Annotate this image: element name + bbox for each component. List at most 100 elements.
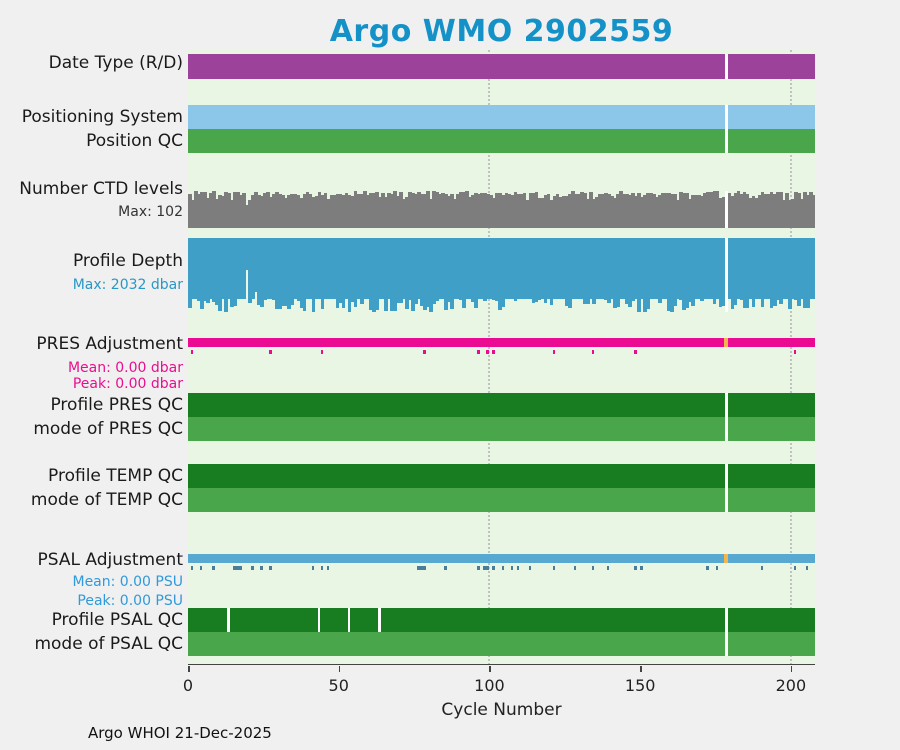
bar-segment (790, 198, 795, 228)
bar-segment (670, 238, 674, 312)
bar-segment (670, 193, 674, 228)
bar-segment (555, 238, 560, 299)
bar-segment (269, 196, 274, 228)
bar-segment (368, 238, 373, 311)
missing-cycle-gap (724, 632, 728, 656)
bar-segment (203, 238, 207, 301)
bar-segment (206, 238, 210, 304)
bar-segment (585, 199, 590, 228)
bar-segment (727, 193, 732, 228)
bar-segment (474, 192, 479, 228)
bar-segment (402, 198, 406, 228)
adjustment-scatter-tick (251, 566, 254, 570)
bar-segment (561, 238, 566, 299)
bar-segment (667, 238, 671, 311)
bar-segment (236, 192, 240, 228)
adjustment-scatter-tick (200, 566, 203, 570)
bar-segment (634, 195, 638, 228)
bar-segment (371, 238, 376, 312)
adjustment-scatter-tick (326, 566, 330, 570)
bar-segment (754, 238, 759, 299)
bar-profile-pres-qc (188, 393, 815, 417)
bar-segment (564, 195, 569, 228)
bar-segment (570, 238, 575, 299)
bar-segment (640, 238, 644, 299)
bar-segment (359, 238, 364, 305)
adjustment-scatter-tick (320, 350, 324, 354)
bar-segment (667, 193, 671, 228)
bar-segment (374, 238, 379, 310)
bar-segment (347, 238, 352, 312)
bar-segment (275, 238, 280, 310)
bar-segment (414, 238, 418, 304)
bar-segment (287, 238, 292, 309)
bar-segment (793, 192, 798, 228)
bar-segment (260, 195, 265, 228)
missing-cycle-gap (724, 238, 728, 312)
bar-segment (389, 238, 394, 311)
bar-segment (486, 238, 491, 299)
bar-segment (402, 238, 406, 299)
bar-segment (802, 191, 807, 228)
bar-segment (793, 238, 798, 301)
bar-segment (757, 194, 762, 228)
bar-segment (739, 194, 744, 228)
adjustment-scatter-tick (311, 566, 314, 570)
bar-segment (622, 238, 626, 299)
bar-segment (230, 238, 234, 308)
bar-segment (447, 196, 451, 228)
bar-segment (715, 238, 720, 299)
bar-segment (429, 238, 433, 312)
bar-segment (709, 191, 714, 228)
adjustment-scatter-tick (573, 566, 577, 570)
bar-segment (239, 238, 243, 299)
bar-segment (269, 238, 274, 299)
missing-cycle-gap (724, 105, 728, 129)
row-label: Peak: 0.00 dbar (72, 376, 183, 392)
bar-segment (664, 238, 668, 299)
bar-segment (212, 191, 216, 228)
row-label: Number CTD levels (19, 179, 183, 199)
adjustment-scatter-tick (417, 566, 420, 570)
bar-segment (377, 238, 382, 299)
bar-segment (498, 238, 503, 310)
bar-segment (802, 238, 807, 308)
bar-segment (564, 238, 569, 306)
bar-segment (299, 238, 304, 308)
bar-segment (284, 238, 289, 306)
bar-segment (471, 238, 476, 302)
bar-mode-pres-qc (188, 417, 815, 441)
bar-segment (365, 194, 370, 228)
bar-segment (745, 193, 750, 228)
bar-segment (613, 238, 617, 309)
bar-segment (549, 238, 554, 306)
row-label: Mean: 0.00 dbar (67, 360, 183, 376)
adjustment-scatter-tick (793, 566, 797, 570)
bar-segment (697, 194, 702, 228)
bar-segment (224, 238, 228, 312)
bar-segment (646, 238, 650, 309)
adjustment-scatter-tick (260, 566, 263, 570)
adjustment-scatter-tick (233, 566, 236, 570)
bar-segment (781, 199, 786, 228)
bar-segment (534, 238, 539, 303)
bar-segment (371, 193, 376, 228)
bar-segment (471, 194, 476, 228)
bar-segment (772, 193, 777, 228)
bar-segment (495, 192, 500, 228)
bar-segment (522, 193, 527, 228)
bar-segment (441, 238, 445, 299)
bar-segment (329, 238, 334, 299)
bar-segment (245, 238, 249, 270)
x-tick-label: 100 (474, 676, 505, 695)
bar-segment (616, 194, 620, 228)
row-label: PSAL Adjustment (37, 550, 183, 570)
x-tick (790, 666, 793, 672)
bar-segment (679, 191, 684, 228)
bar-segment (751, 196, 756, 228)
bar-segment (763, 238, 768, 299)
bar-segment (329, 194, 334, 228)
missing-cycle-gap (724, 191, 728, 228)
row-label: Profile PRES QC (50, 395, 183, 415)
bar-segment (622, 193, 626, 228)
